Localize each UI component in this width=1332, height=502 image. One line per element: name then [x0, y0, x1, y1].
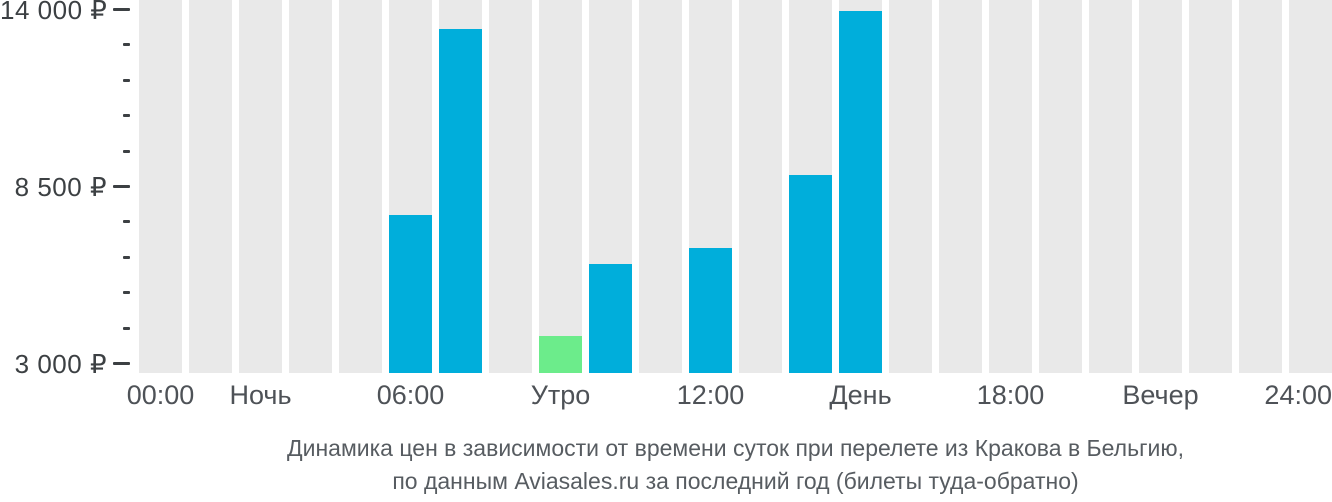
- x-axis-label-Ночь: Ночь: [229, 380, 292, 410]
- bar-slot-5: [389, 0, 432, 373]
- y-axis-major-tick: [113, 8, 130, 11]
- price-bar-hour-14[interactable]: [839, 11, 882, 373]
- price-bar-hour-13[interactable]: [789, 175, 832, 373]
- x-axis-label-Вечер: Вечер: [1122, 380, 1199, 410]
- bar-slot-21: [1189, 0, 1232, 373]
- y-axis-minor-tick: [123, 149, 130, 153]
- y-axis-major-tick: [113, 185, 130, 188]
- y-axis-minor-tick: [123, 43, 130, 47]
- bar-slot-6: [439, 0, 482, 373]
- bar-background: [1139, 0, 1182, 373]
- bar-slot-20: [1139, 0, 1182, 373]
- bar-slot-22: [1239, 0, 1282, 373]
- bar-background: [1089, 0, 1132, 373]
- y-axis-label: 3 000 ₽: [14, 348, 107, 379]
- bar-background: [1189, 0, 1232, 373]
- y-axis-minor-tick: [123, 326, 130, 330]
- caption-line-1: Динамика цен в зависимости от времени су…: [287, 435, 1184, 461]
- caption-line-2: по данным Aviasales.ru за последний год …: [392, 468, 1079, 494]
- bar-slot-11: [689, 0, 732, 373]
- bar-background: [739, 0, 782, 373]
- bar-background: [989, 0, 1032, 373]
- bar-slot-2: [239, 0, 282, 373]
- bar-slot-19: [1089, 0, 1132, 373]
- y-axis-minor-tick: [123, 220, 130, 224]
- bar-slot-17: [989, 0, 1032, 373]
- x-axis-label-00:00: 00:00: [126, 380, 195, 410]
- bar-slot-13: [789, 0, 832, 373]
- bar-background: [1239, 0, 1282, 373]
- bar-slot-4: [339, 0, 382, 373]
- bar-background: [939, 0, 982, 373]
- y-axis-minor-tick: [123, 78, 130, 82]
- bar-slot-1: [189, 0, 232, 373]
- y-axis-minor-tick: [123, 255, 130, 259]
- bar-slot-12: [739, 0, 782, 373]
- chart-caption: Динамика цен в зависимости от времени су…: [139, 432, 1332, 498]
- bar-background: [139, 0, 182, 373]
- bar-slot-10: [639, 0, 682, 373]
- bar-background: [189, 0, 232, 373]
- bar-background: [489, 0, 532, 373]
- bar-slot-23: [1289, 0, 1332, 373]
- y-axis-label: 14 000 ₽: [0, 0, 108, 25]
- bar-background: [639, 0, 682, 373]
- y-axis-major-tick: [113, 362, 130, 365]
- bar-slot-7: [489, 0, 532, 373]
- bar-background: [239, 0, 282, 373]
- bar-slot-3: [289, 0, 332, 373]
- price-bar-hour-8[interactable]: [539, 336, 582, 373]
- x-axis-label-День: День: [829, 380, 892, 410]
- plot-area: 14 000 ₽ 8 500 ₽ 3 000 ₽ 00:00 Ночь 06:00 Утр…: [0, 0, 1332, 410]
- x-axis-label-24:00: 24:00: [1264, 380, 1332, 410]
- price-bar-hour-9[interactable]: [589, 263, 632, 373]
- bar-slot-9: [589, 0, 632, 373]
- bar-background: [1039, 0, 1082, 373]
- bar-slot-14: [839, 0, 882, 373]
- x-axis-label-Утро: Утро: [530, 380, 591, 410]
- bar-background: [539, 0, 582, 373]
- bar-background: [1289, 0, 1332, 373]
- y-axis-minor-tick: [123, 114, 130, 118]
- x-axis-label-18:00: 18:00: [976, 380, 1045, 410]
- x-axis-label-12:00: 12:00: [676, 380, 745, 410]
- bar-slot-16: [939, 0, 982, 373]
- price-bar-hour-11[interactable]: [689, 247, 732, 373]
- price-bar-hour-6[interactable]: [439, 28, 482, 373]
- bar-slot-18: [1039, 0, 1082, 373]
- bar-background: [289, 0, 332, 373]
- y-axis-label: 8 500 ₽: [14, 171, 107, 202]
- y-axis-minor-tick: [123, 291, 130, 295]
- bar-background: [889, 0, 932, 373]
- bar-slot-15: [889, 0, 932, 373]
- bar-slot-8: [539, 0, 582, 373]
- bar-background: [339, 0, 382, 373]
- x-axis-label-06:00: 06:00: [376, 380, 445, 410]
- bar-slot-0: [139, 0, 182, 373]
- price-bar-hour-5[interactable]: [389, 215, 432, 373]
